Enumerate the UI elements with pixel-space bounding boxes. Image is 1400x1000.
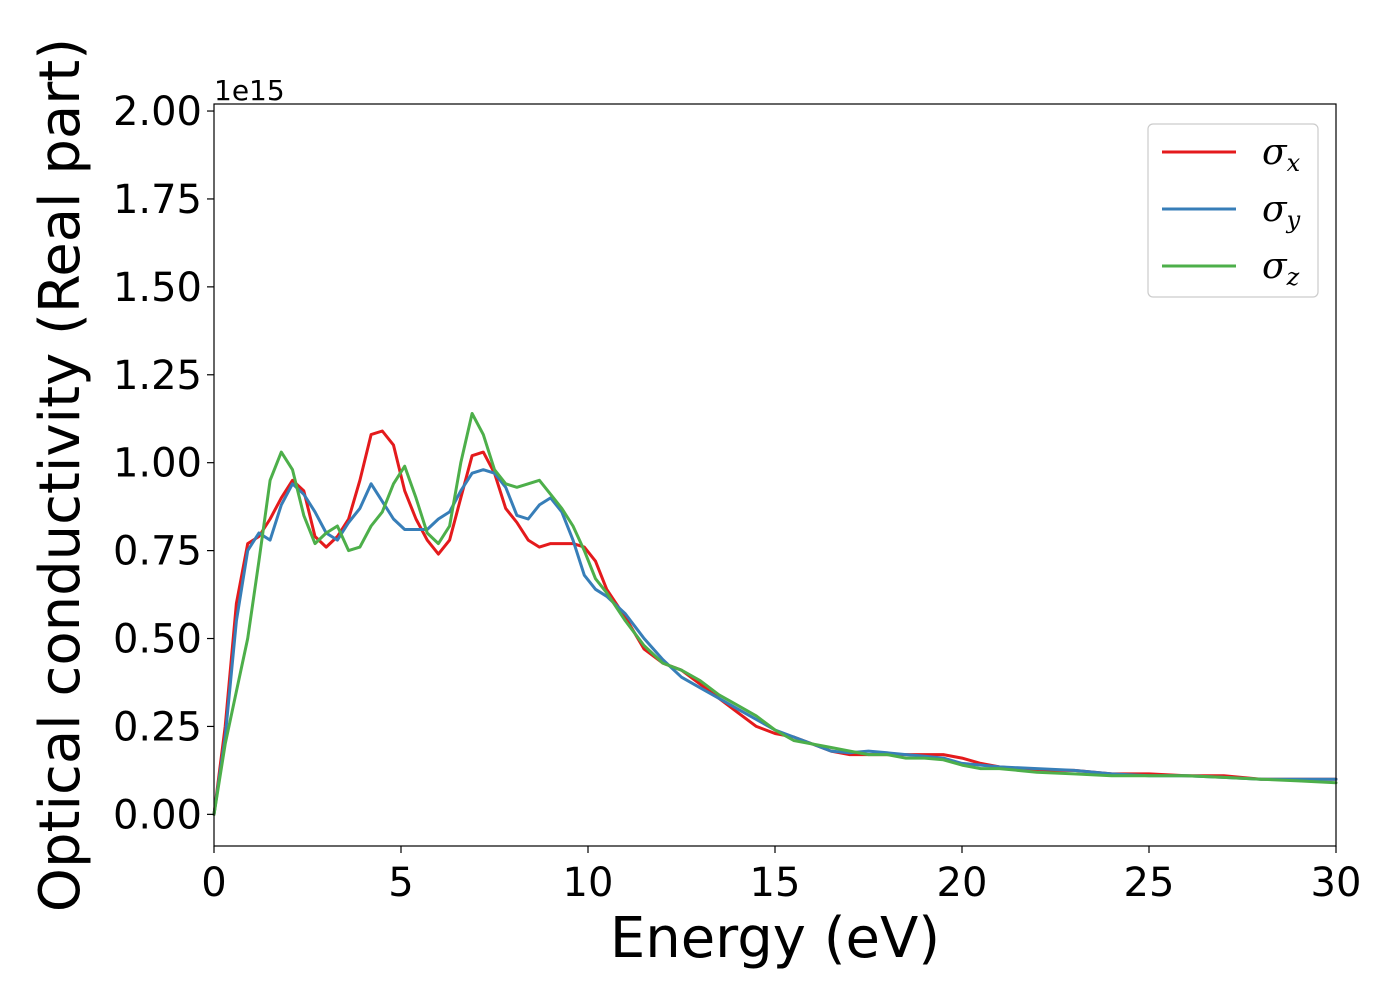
y-tick-label: 0.50 [113, 617, 202, 663]
legend-label-y: σy [1262, 189, 1301, 234]
x-axis: 0 5 10 15 20 25 30 [201, 846, 1361, 906]
legend-label-x: σx [1262, 132, 1301, 177]
y-tick-label: 0.75 [113, 529, 202, 575]
y-tick-label: 0.00 [113, 792, 202, 838]
series-line-z [212, 412, 1338, 816]
x-axis-title: Energy (eV) [610, 906, 940, 971]
x-tick-label: 5 [388, 860, 413, 906]
x-tick-label: 0 [201, 860, 226, 906]
y-tick-label: 1.50 [113, 265, 202, 311]
x-tick-label: 30 [1311, 860, 1362, 906]
legend: σx σy σz [1147, 123, 1319, 298]
series-line-x [212, 429, 1338, 816]
x-tick-label: 10 [563, 860, 614, 906]
y-tick-label: 2.00 [113, 89, 202, 135]
x-tick-label: 15 [750, 860, 801, 906]
x-tick-label: 25 [1124, 860, 1175, 906]
y-tick-label: 1.25 [113, 353, 202, 399]
y-offset-label: 1e15 [214, 74, 285, 107]
y-tick-label: 0.25 [113, 704, 202, 750]
legend-label-z: σz [1262, 246, 1300, 291]
series-layer [212, 412, 1338, 816]
y-tick-label: 1.00 [113, 441, 202, 487]
y-tick-label: 1.75 [113, 177, 202, 223]
x-tick-label: 20 [937, 860, 988, 906]
series-line-y [212, 468, 1338, 816]
y-axis-title: Optical conductivity (Real part) [28, 38, 93, 912]
y-axis: 0.00 0.25 0.50 0.75 1.00 1.25 1.50 1.75 2.00 [113, 89, 214, 838]
